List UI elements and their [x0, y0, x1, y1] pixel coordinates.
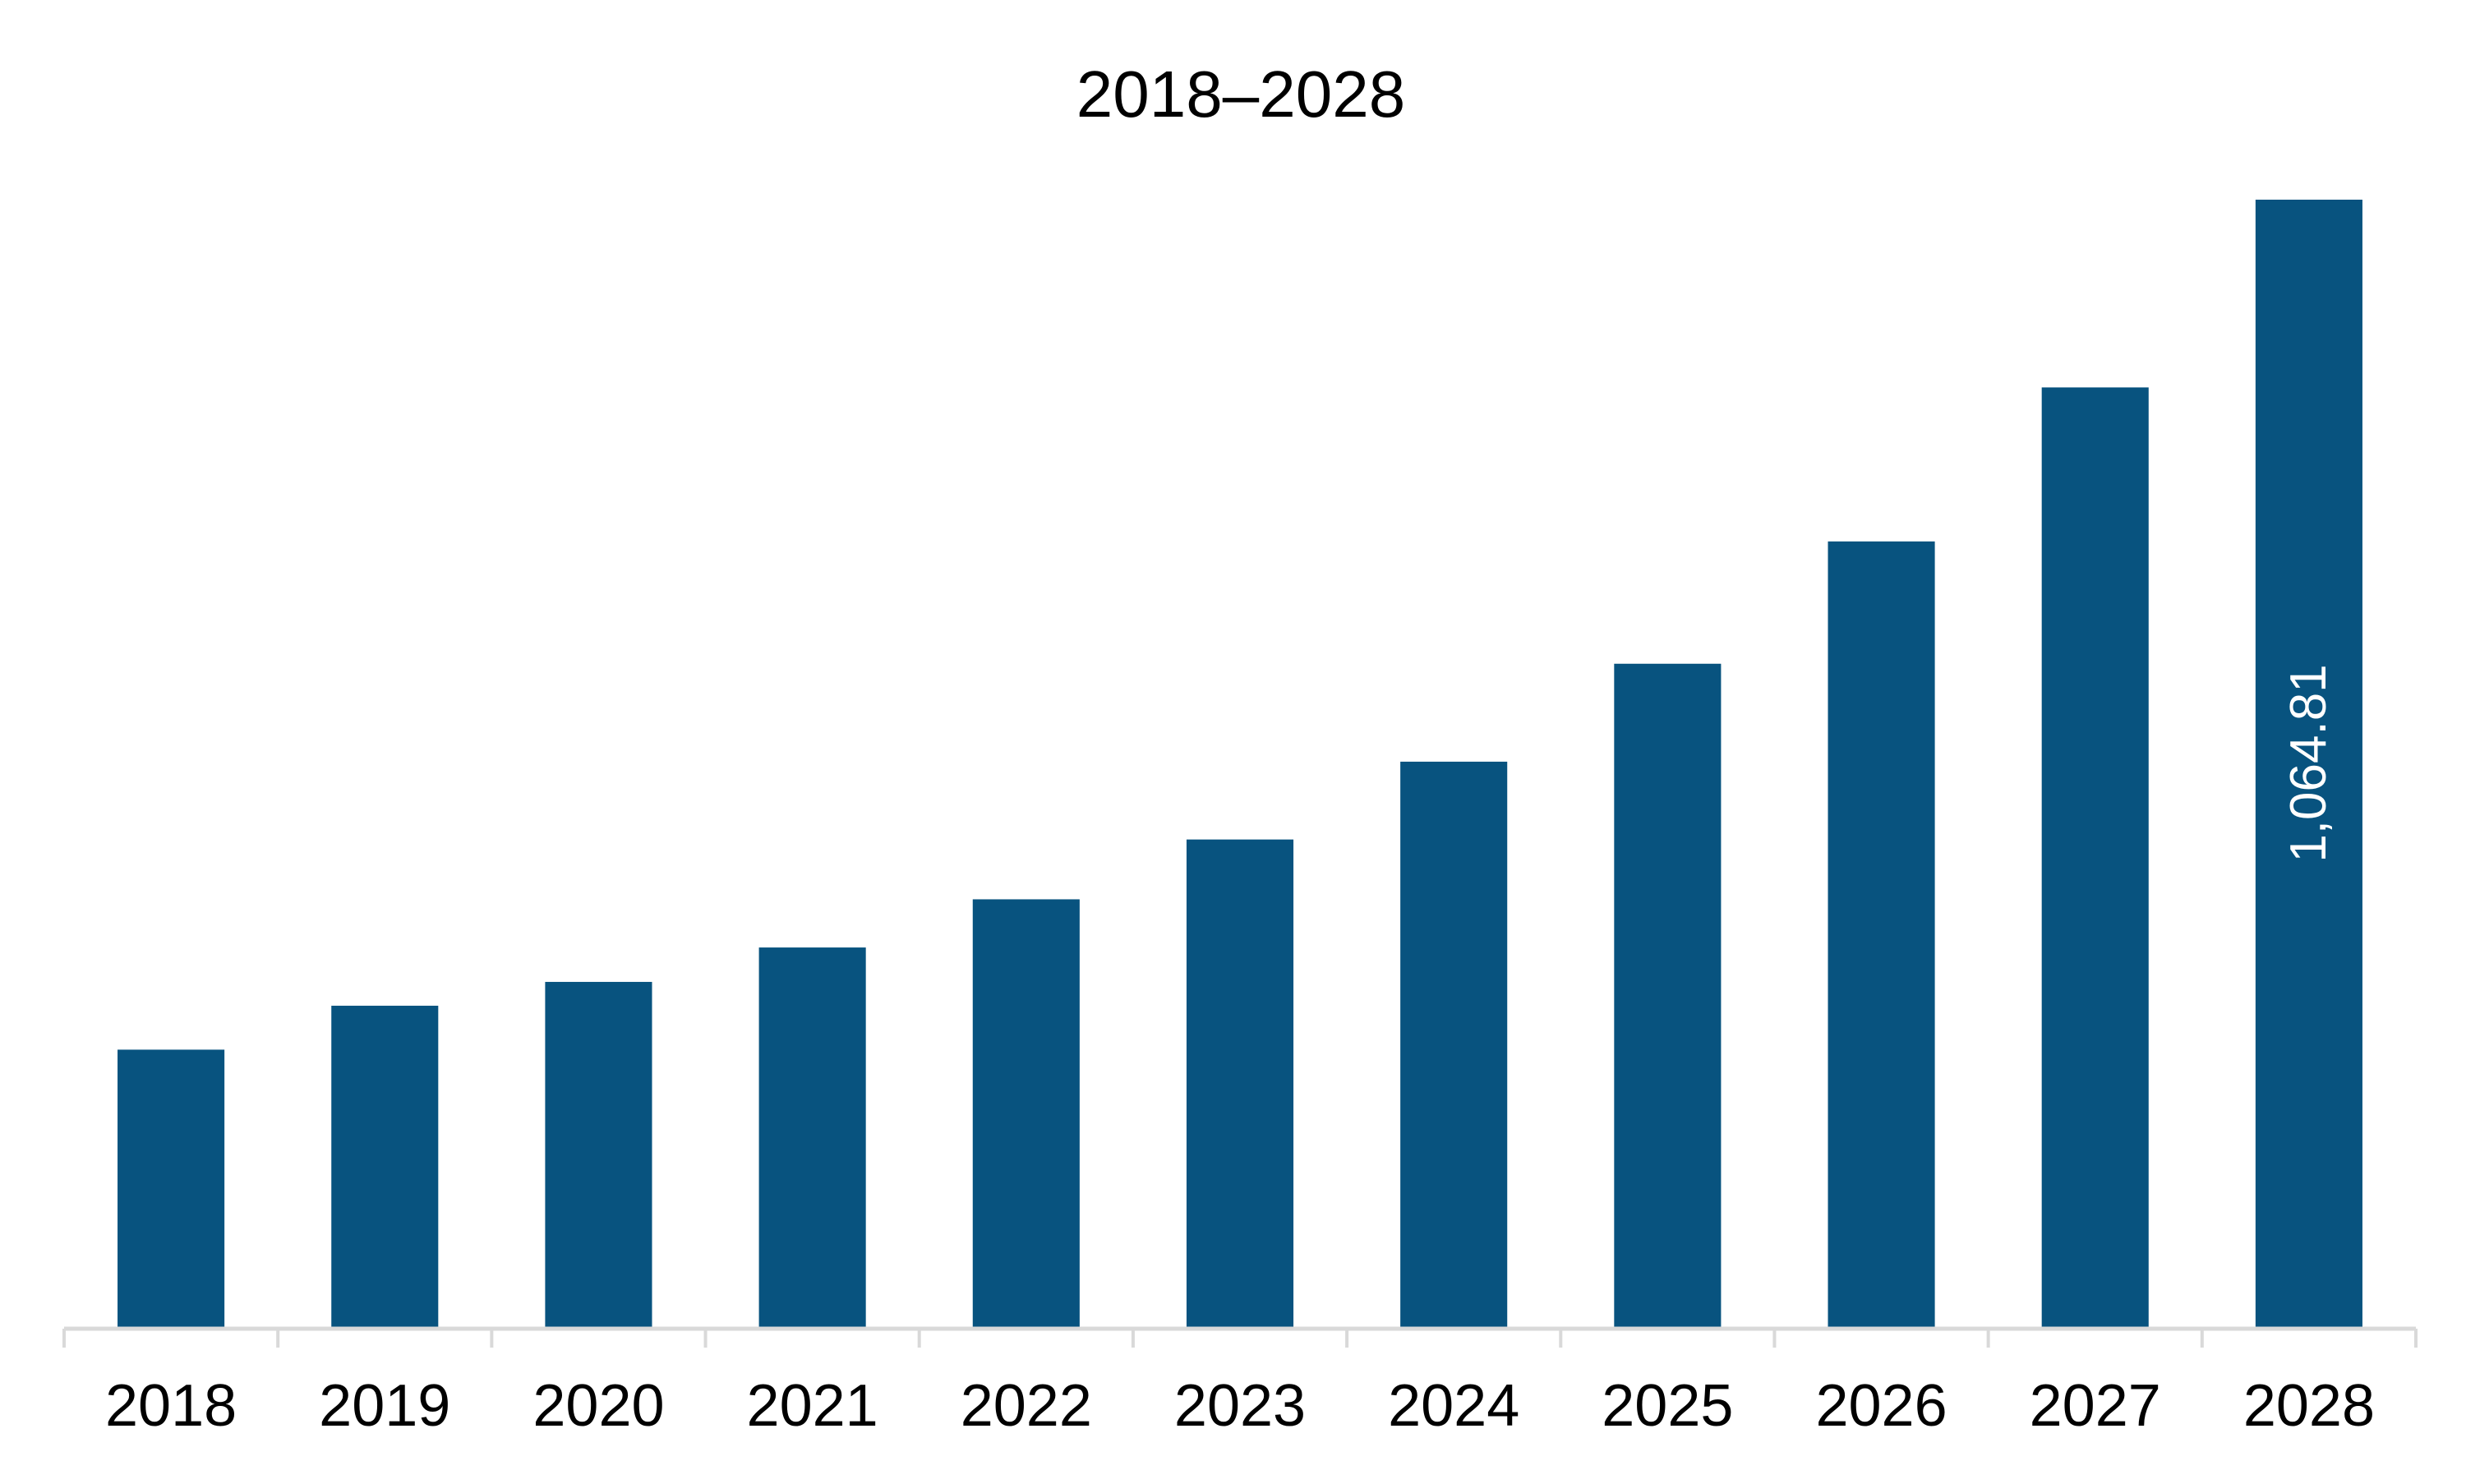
bar-2022 [972, 899, 1080, 1327]
bar-2024 [1400, 761, 1508, 1327]
x-tick-label-2022: 2022 [961, 1373, 1092, 1439]
x-axis-tick-labels: 2018 2019 2020 2021 2022 2023 2024 2025 2026 2027… [105, 1373, 2375, 1439]
x-tick-label-2028: 2028 [2243, 1373, 2375, 1439]
bar-2018 [118, 1049, 225, 1327]
bar-2023 [1186, 839, 1294, 1327]
bar-2028 [2255, 200, 2362, 1327]
x-tick-label-2027: 2027 [2030, 1373, 2161, 1439]
x-axis-ticks [62, 1329, 2418, 1348]
bar-2020 [545, 981, 652, 1327]
bar-2025 [1614, 663, 1722, 1327]
x-tick-label-2024: 2024 [1388, 1373, 1519, 1439]
bar-2021 [758, 947, 866, 1327]
x-tick-label-2021: 2021 [747, 1373, 878, 1439]
x-tick-label-2020: 2020 [532, 1373, 664, 1439]
bar-2026 [1828, 541, 1935, 1327]
x-tick-label-2026: 2026 [1815, 1373, 1947, 1439]
bars-group [118, 200, 2362, 1327]
bar-2027 [2041, 387, 2149, 1327]
x-tick-label-2018: 2018 [105, 1373, 237, 1439]
x-tick-label-2023: 2023 [1174, 1373, 1306, 1439]
x-tick-label-2019: 2019 [319, 1373, 450, 1439]
chart-title: 2018–2028 [1076, 58, 1405, 131]
data-label-2028: 1,064.81 [2280, 664, 2337, 862]
data-labels-group: 1,064.81 [2280, 664, 2337, 862]
bar-2019 [331, 1005, 439, 1327]
x-tick-label-2025: 2025 [1602, 1373, 1733, 1439]
